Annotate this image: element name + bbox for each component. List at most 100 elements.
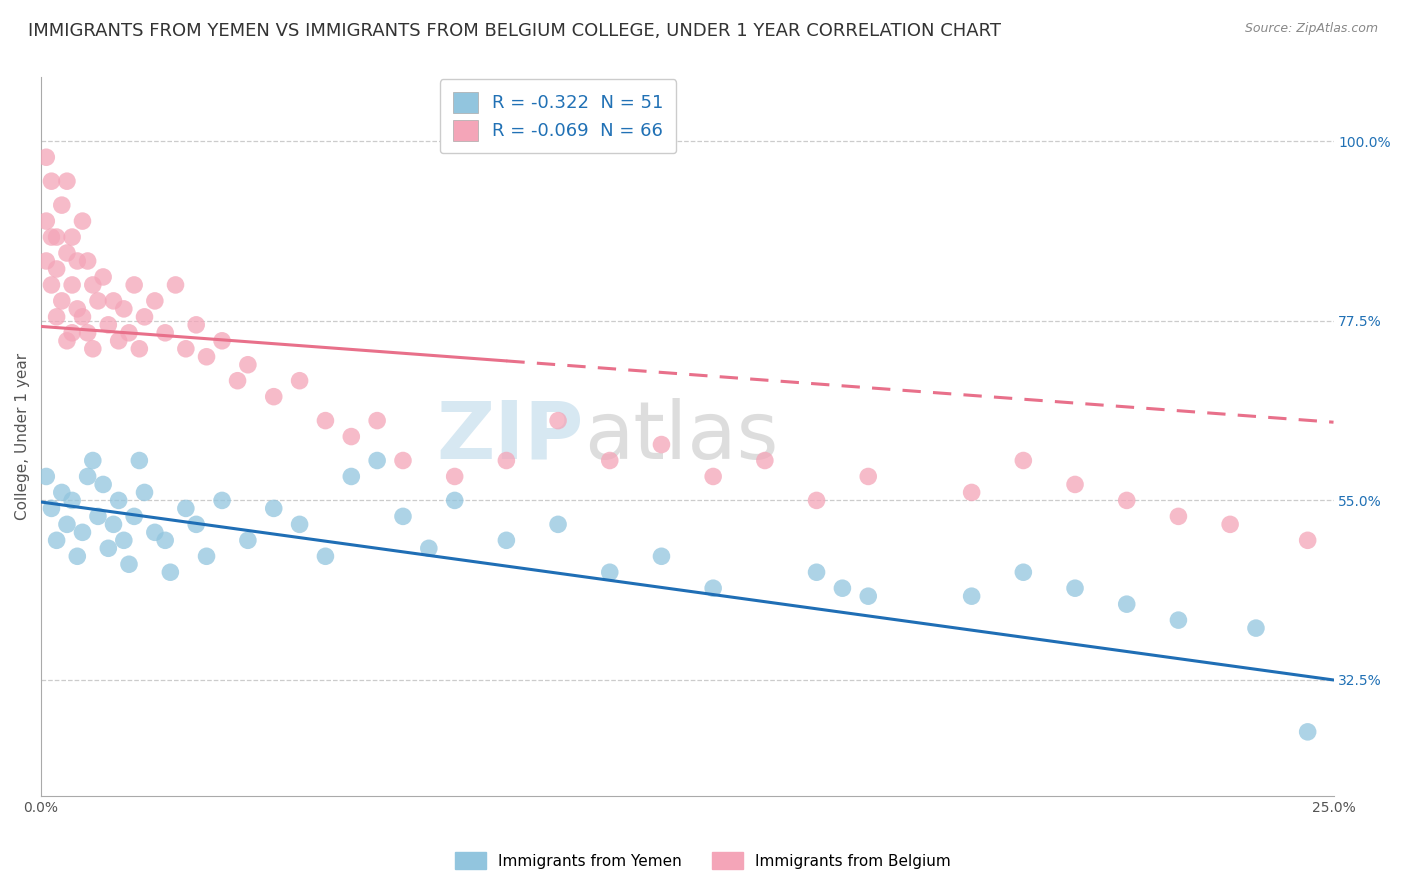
Point bbox=[41, 174, 63, 188]
Point bbox=[960, 485, 983, 500]
Point bbox=[45, 230, 67, 244]
Point bbox=[1115, 493, 1137, 508]
Point bbox=[60, 277, 83, 292]
Legend: R = -0.322  N = 51, R = -0.069  N = 66: R = -0.322 N = 51, R = -0.069 N = 66 bbox=[440, 79, 676, 153]
Point bbox=[45, 310, 67, 324]
Point bbox=[263, 501, 285, 516]
Point bbox=[35, 469, 58, 483]
Point bbox=[41, 230, 63, 244]
Point bbox=[134, 485, 156, 500]
Point bbox=[66, 301, 89, 316]
Point bbox=[159, 566, 181, 580]
Point bbox=[91, 477, 114, 491]
Point bbox=[35, 254, 58, 268]
Point bbox=[56, 517, 79, 532]
Point bbox=[547, 517, 569, 532]
Point bbox=[118, 326, 141, 340]
Point bbox=[186, 318, 208, 332]
Point bbox=[1012, 566, 1035, 580]
Point bbox=[392, 453, 415, 467]
Point bbox=[806, 493, 828, 508]
Point bbox=[97, 318, 120, 332]
Point bbox=[66, 549, 89, 564]
Point bbox=[650, 549, 672, 564]
Point bbox=[186, 517, 208, 532]
Point bbox=[495, 453, 517, 467]
Point bbox=[702, 469, 724, 483]
Point bbox=[495, 533, 517, 548]
Point bbox=[51, 198, 73, 212]
Point bbox=[107, 493, 129, 508]
Point bbox=[754, 453, 776, 467]
Point bbox=[340, 429, 363, 443]
Text: atlas: atlas bbox=[583, 398, 779, 475]
Point bbox=[288, 374, 311, 388]
Point bbox=[236, 358, 259, 372]
Point bbox=[195, 549, 218, 564]
Point bbox=[72, 310, 94, 324]
Point bbox=[1167, 613, 1189, 627]
Point bbox=[1296, 533, 1319, 548]
Point bbox=[195, 350, 218, 364]
Point bbox=[143, 525, 166, 540]
Point bbox=[1064, 477, 1087, 491]
Point bbox=[165, 277, 187, 292]
Point bbox=[443, 493, 465, 508]
Point bbox=[153, 326, 176, 340]
Point bbox=[340, 469, 363, 483]
Legend: Immigrants from Yemen, Immigrants from Belgium: Immigrants from Yemen, Immigrants from B… bbox=[449, 846, 957, 875]
Point bbox=[56, 174, 79, 188]
Point bbox=[443, 469, 465, 483]
Point bbox=[103, 517, 125, 532]
Point bbox=[366, 453, 388, 467]
Point bbox=[103, 293, 125, 308]
Point bbox=[1115, 597, 1137, 611]
Point bbox=[60, 326, 83, 340]
Point bbox=[35, 150, 58, 164]
Point bbox=[82, 277, 104, 292]
Point bbox=[153, 533, 176, 548]
Point bbox=[56, 246, 79, 260]
Point bbox=[97, 541, 120, 556]
Point bbox=[51, 293, 73, 308]
Point bbox=[174, 342, 197, 356]
Point bbox=[314, 549, 336, 564]
Point bbox=[806, 566, 828, 580]
Point bbox=[76, 469, 98, 483]
Point bbox=[702, 581, 724, 595]
Point bbox=[314, 414, 336, 428]
Point bbox=[418, 541, 440, 556]
Point bbox=[118, 558, 141, 572]
Point bbox=[263, 390, 285, 404]
Text: Source: ZipAtlas.com: Source: ZipAtlas.com bbox=[1244, 22, 1378, 36]
Point bbox=[236, 533, 259, 548]
Point bbox=[82, 342, 104, 356]
Point bbox=[1064, 581, 1087, 595]
Point bbox=[599, 453, 621, 467]
Point bbox=[1296, 724, 1319, 739]
Point bbox=[87, 509, 110, 524]
Point bbox=[60, 493, 83, 508]
Point bbox=[66, 254, 89, 268]
Point bbox=[858, 469, 880, 483]
Point bbox=[56, 334, 79, 348]
Point bbox=[831, 581, 853, 595]
Point bbox=[547, 414, 569, 428]
Point bbox=[599, 566, 621, 580]
Point bbox=[122, 509, 145, 524]
Point bbox=[112, 301, 135, 316]
Point bbox=[226, 374, 249, 388]
Y-axis label: College, Under 1 year: College, Under 1 year bbox=[15, 353, 30, 520]
Point bbox=[1012, 453, 1035, 467]
Point bbox=[82, 453, 104, 467]
Point bbox=[211, 493, 233, 508]
Point bbox=[41, 501, 63, 516]
Point bbox=[650, 437, 672, 451]
Point bbox=[1219, 517, 1241, 532]
Point bbox=[76, 254, 98, 268]
Point bbox=[366, 414, 388, 428]
Text: IMMIGRANTS FROM YEMEN VS IMMIGRANTS FROM BELGIUM COLLEGE, UNDER 1 YEAR CORRELATI: IMMIGRANTS FROM YEMEN VS IMMIGRANTS FROM… bbox=[28, 22, 1001, 40]
Point bbox=[858, 589, 880, 603]
Point bbox=[45, 533, 67, 548]
Point bbox=[960, 589, 983, 603]
